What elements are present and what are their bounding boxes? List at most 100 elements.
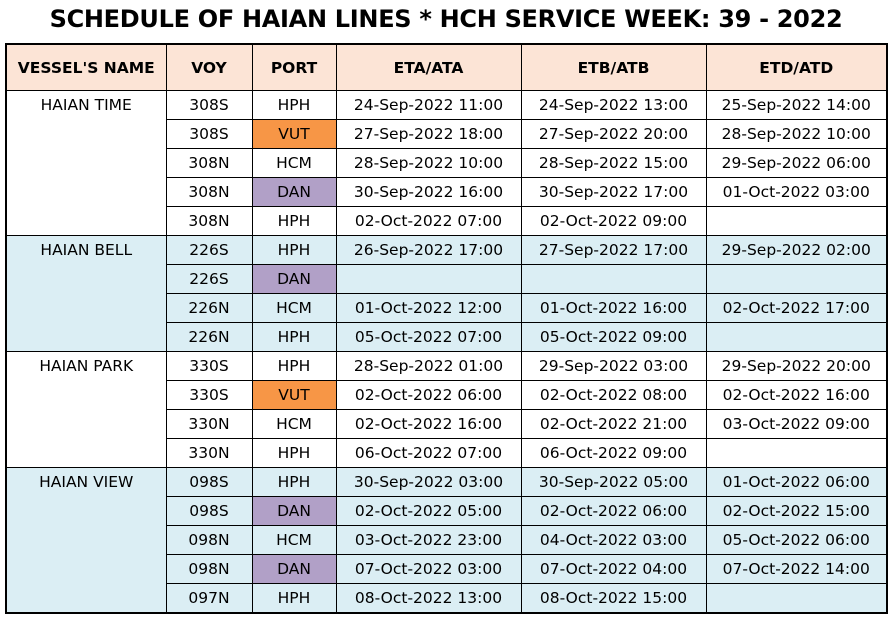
etb-atb-cell: 02-Oct-2022 06:00 <box>520 496 707 526</box>
vessel-name-cell <box>5 554 167 584</box>
table-row: HAIAN PARK 330S HPH 28-Sep-2022 01:00 29-Sep… <box>5 351 888 381</box>
eta-ata-cell: 08-Oct-2022 13:00 <box>335 583 522 614</box>
voyage-cell: 226N <box>165 322 253 352</box>
voyage-cell: 308N <box>165 177 253 207</box>
port-cell: DAN <box>251 554 337 584</box>
eta-ata-cell: 30-Sep-2022 03:00 <box>335 467 522 497</box>
eta-ata-cell: 02-Oct-2022 16:00 <box>335 409 522 439</box>
table-row: 098N HCM 03-Oct-2022 23:00 04-Oct-2022 03:0… <box>5 525 888 555</box>
etb-atb-cell: 02-Oct-2022 08:00 <box>520 380 707 410</box>
etd-atd-cell: 29-Sep-2022 02:00 <box>705 235 888 265</box>
voyage-cell: 308N <box>165 206 253 236</box>
vessel-name-cell: HAIAN PARK <box>5 351 167 381</box>
col-header-vessel-name: VESSEL'S NAME <box>5 43 167 91</box>
port-cell: HPH <box>251 322 337 352</box>
etd-atd-cell <box>705 583 888 614</box>
port-cell: HPH <box>251 438 337 468</box>
vessel-name-cell <box>5 409 167 439</box>
eta-ata-cell: 07-Oct-2022 03:00 <box>335 554 522 584</box>
port-cell: HCM <box>251 525 337 555</box>
port-cell: DAN <box>251 264 337 294</box>
col-header-port: PORT <box>251 43 337 91</box>
port-cell: HCM <box>251 148 337 178</box>
etb-atb-cell: 06-Oct-2022 09:00 <box>520 438 707 468</box>
vessel-name-cell <box>5 525 167 555</box>
etd-atd-cell: 07-Oct-2022 14:00 <box>705 554 888 584</box>
eta-ata-cell: 26-Sep-2022 17:00 <box>335 235 522 265</box>
table-row: 098N DAN 07-Oct-2022 03:00 07-Oct-2022 04:0… <box>5 554 888 584</box>
page-title: SCHEDULE OF HAIAN LINES * HCH SERVICE WE… <box>49 5 843 33</box>
vessel-name-cell <box>5 496 167 526</box>
etd-atd-cell: 28-Sep-2022 10:00 <box>705 119 888 149</box>
etd-atd-cell: 02-Oct-2022 16:00 <box>705 380 888 410</box>
etd-atd-cell <box>705 206 888 236</box>
eta-ata-cell: 24-Sep-2022 11:00 <box>335 90 522 120</box>
etd-atd-cell: 29-Sep-2022 06:00 <box>705 148 888 178</box>
voyage-cell: 226S <box>165 235 253 265</box>
etb-atb-cell: 27-Sep-2022 20:00 <box>520 119 707 149</box>
schedule-table: VESSEL'S NAME VOY PORT ETA/ATA ETB/ATB E… <box>5 43 888 614</box>
eta-ata-cell: 30-Sep-2022 16:00 <box>335 177 522 207</box>
eta-ata-cell: 02-Oct-2022 06:00 <box>335 380 522 410</box>
vessel-name-cell <box>5 206 167 236</box>
etd-atd-cell: 01-Oct-2022 06:00 <box>705 467 888 497</box>
port-cell: HCM <box>251 409 337 439</box>
table-row: HAIAN VIEW 098S HPH 30-Sep-2022 03:00 30-Sep… <box>5 467 888 497</box>
voyage-cell: 330S <box>165 380 253 410</box>
port-cell: VUT <box>251 119 337 149</box>
etb-atb-cell: 28-Sep-2022 15:00 <box>520 148 707 178</box>
etd-atd-cell: 05-Oct-2022 06:00 <box>705 525 888 555</box>
port-cell: HPH <box>251 467 337 497</box>
etd-atd-cell: 03-Oct-2022 09:00 <box>705 409 888 439</box>
vessel-name-cell <box>5 293 167 323</box>
voyage-cell: 226N <box>165 293 253 323</box>
voyage-cell: 226S <box>165 264 253 294</box>
table-row: 097N HPH 08-Oct-2022 13:00 08-Oct-2022 15:0… <box>5 583 888 614</box>
table-row: 098S DAN 02-Oct-2022 05:00 02-Oct-2022 06:0… <box>5 496 888 526</box>
eta-ata-cell: 06-Oct-2022 07:00 <box>335 438 522 468</box>
etb-atb-cell: 24-Sep-2022 13:00 <box>520 90 707 120</box>
eta-ata-cell: 02-Oct-2022 05:00 <box>335 496 522 526</box>
etb-atb-cell: 07-Oct-2022 04:00 <box>520 554 707 584</box>
vessel-name-cell <box>5 583 167 614</box>
voyage-cell: 308S <box>165 90 253 120</box>
voyage-cell: 330N <box>165 409 253 439</box>
etd-atd-cell <box>705 264 888 294</box>
port-cell: VUT <box>251 380 337 410</box>
voyage-cell: 330N <box>165 438 253 468</box>
table-row: HAIAN BELL 226S HPH 26-Sep-2022 17:00 27-Sep… <box>5 235 888 265</box>
voyage-cell: 097N <box>165 583 253 614</box>
header-row: VESSEL'S NAME VOY PORT ETA/ATA ETB/ATB E… <box>5 43 888 91</box>
etb-atb-cell: 02-Oct-2022 21:00 <box>520 409 707 439</box>
port-cell: HPH <box>251 351 337 381</box>
schedule-body: HAIAN TIME 308S HPH 24-Sep-2022 11:00 24-Sep… <box>5 90 888 614</box>
vessel-name-cell <box>5 438 167 468</box>
voyage-cell: 308S <box>165 119 253 149</box>
eta-ata-cell: 02-Oct-2022 07:00 <box>335 206 522 236</box>
port-cell: HPH <box>251 235 337 265</box>
table-row: HAIAN TIME 308S HPH 24-Sep-2022 11:00 24-Sep… <box>5 90 888 120</box>
etd-atd-cell <box>705 322 888 352</box>
table-row: 308N HCM 28-Sep-2022 10:00 28-Sep-2022 15:0… <box>5 148 888 178</box>
col-header-etd-atd: ETD/ATD <box>705 43 888 91</box>
port-cell: DAN <box>251 177 337 207</box>
table-row: 330N HCM 02-Oct-2022 16:00 02-Oct-2022 21:0… <box>5 409 888 439</box>
voyage-cell: 098N <box>165 554 253 584</box>
eta-ata-cell: 28-Sep-2022 10:00 <box>335 148 522 178</box>
etb-atb-cell: 02-Oct-2022 09:00 <box>520 206 707 236</box>
etb-atb-cell: 30-Sep-2022 05:00 <box>520 467 707 497</box>
etb-atb-cell: 08-Oct-2022 15:00 <box>520 583 707 614</box>
eta-ata-cell: 05-Oct-2022 07:00 <box>335 322 522 352</box>
port-cell: DAN <box>251 496 337 526</box>
table-row: 308N DAN 30-Sep-2022 16:00 30-Sep-2022 17:0… <box>5 177 888 207</box>
eta-ata-cell: 28-Sep-2022 01:00 <box>335 351 522 381</box>
vessel-name-cell <box>5 177 167 207</box>
etb-atb-cell: 01-Oct-2022 16:00 <box>520 293 707 323</box>
col-header-eta-ata: ETA/ATA <box>335 43 522 91</box>
vessel-name-cell <box>5 264 167 294</box>
etd-atd-cell: 25-Sep-2022 14:00 <box>705 90 888 120</box>
col-header-voy: VOY <box>165 43 253 91</box>
voyage-cell: 098N <box>165 525 253 555</box>
etb-atb-cell: 04-Oct-2022 03:00 <box>520 525 707 555</box>
vessel-name-cell: HAIAN BELL <box>5 235 167 265</box>
